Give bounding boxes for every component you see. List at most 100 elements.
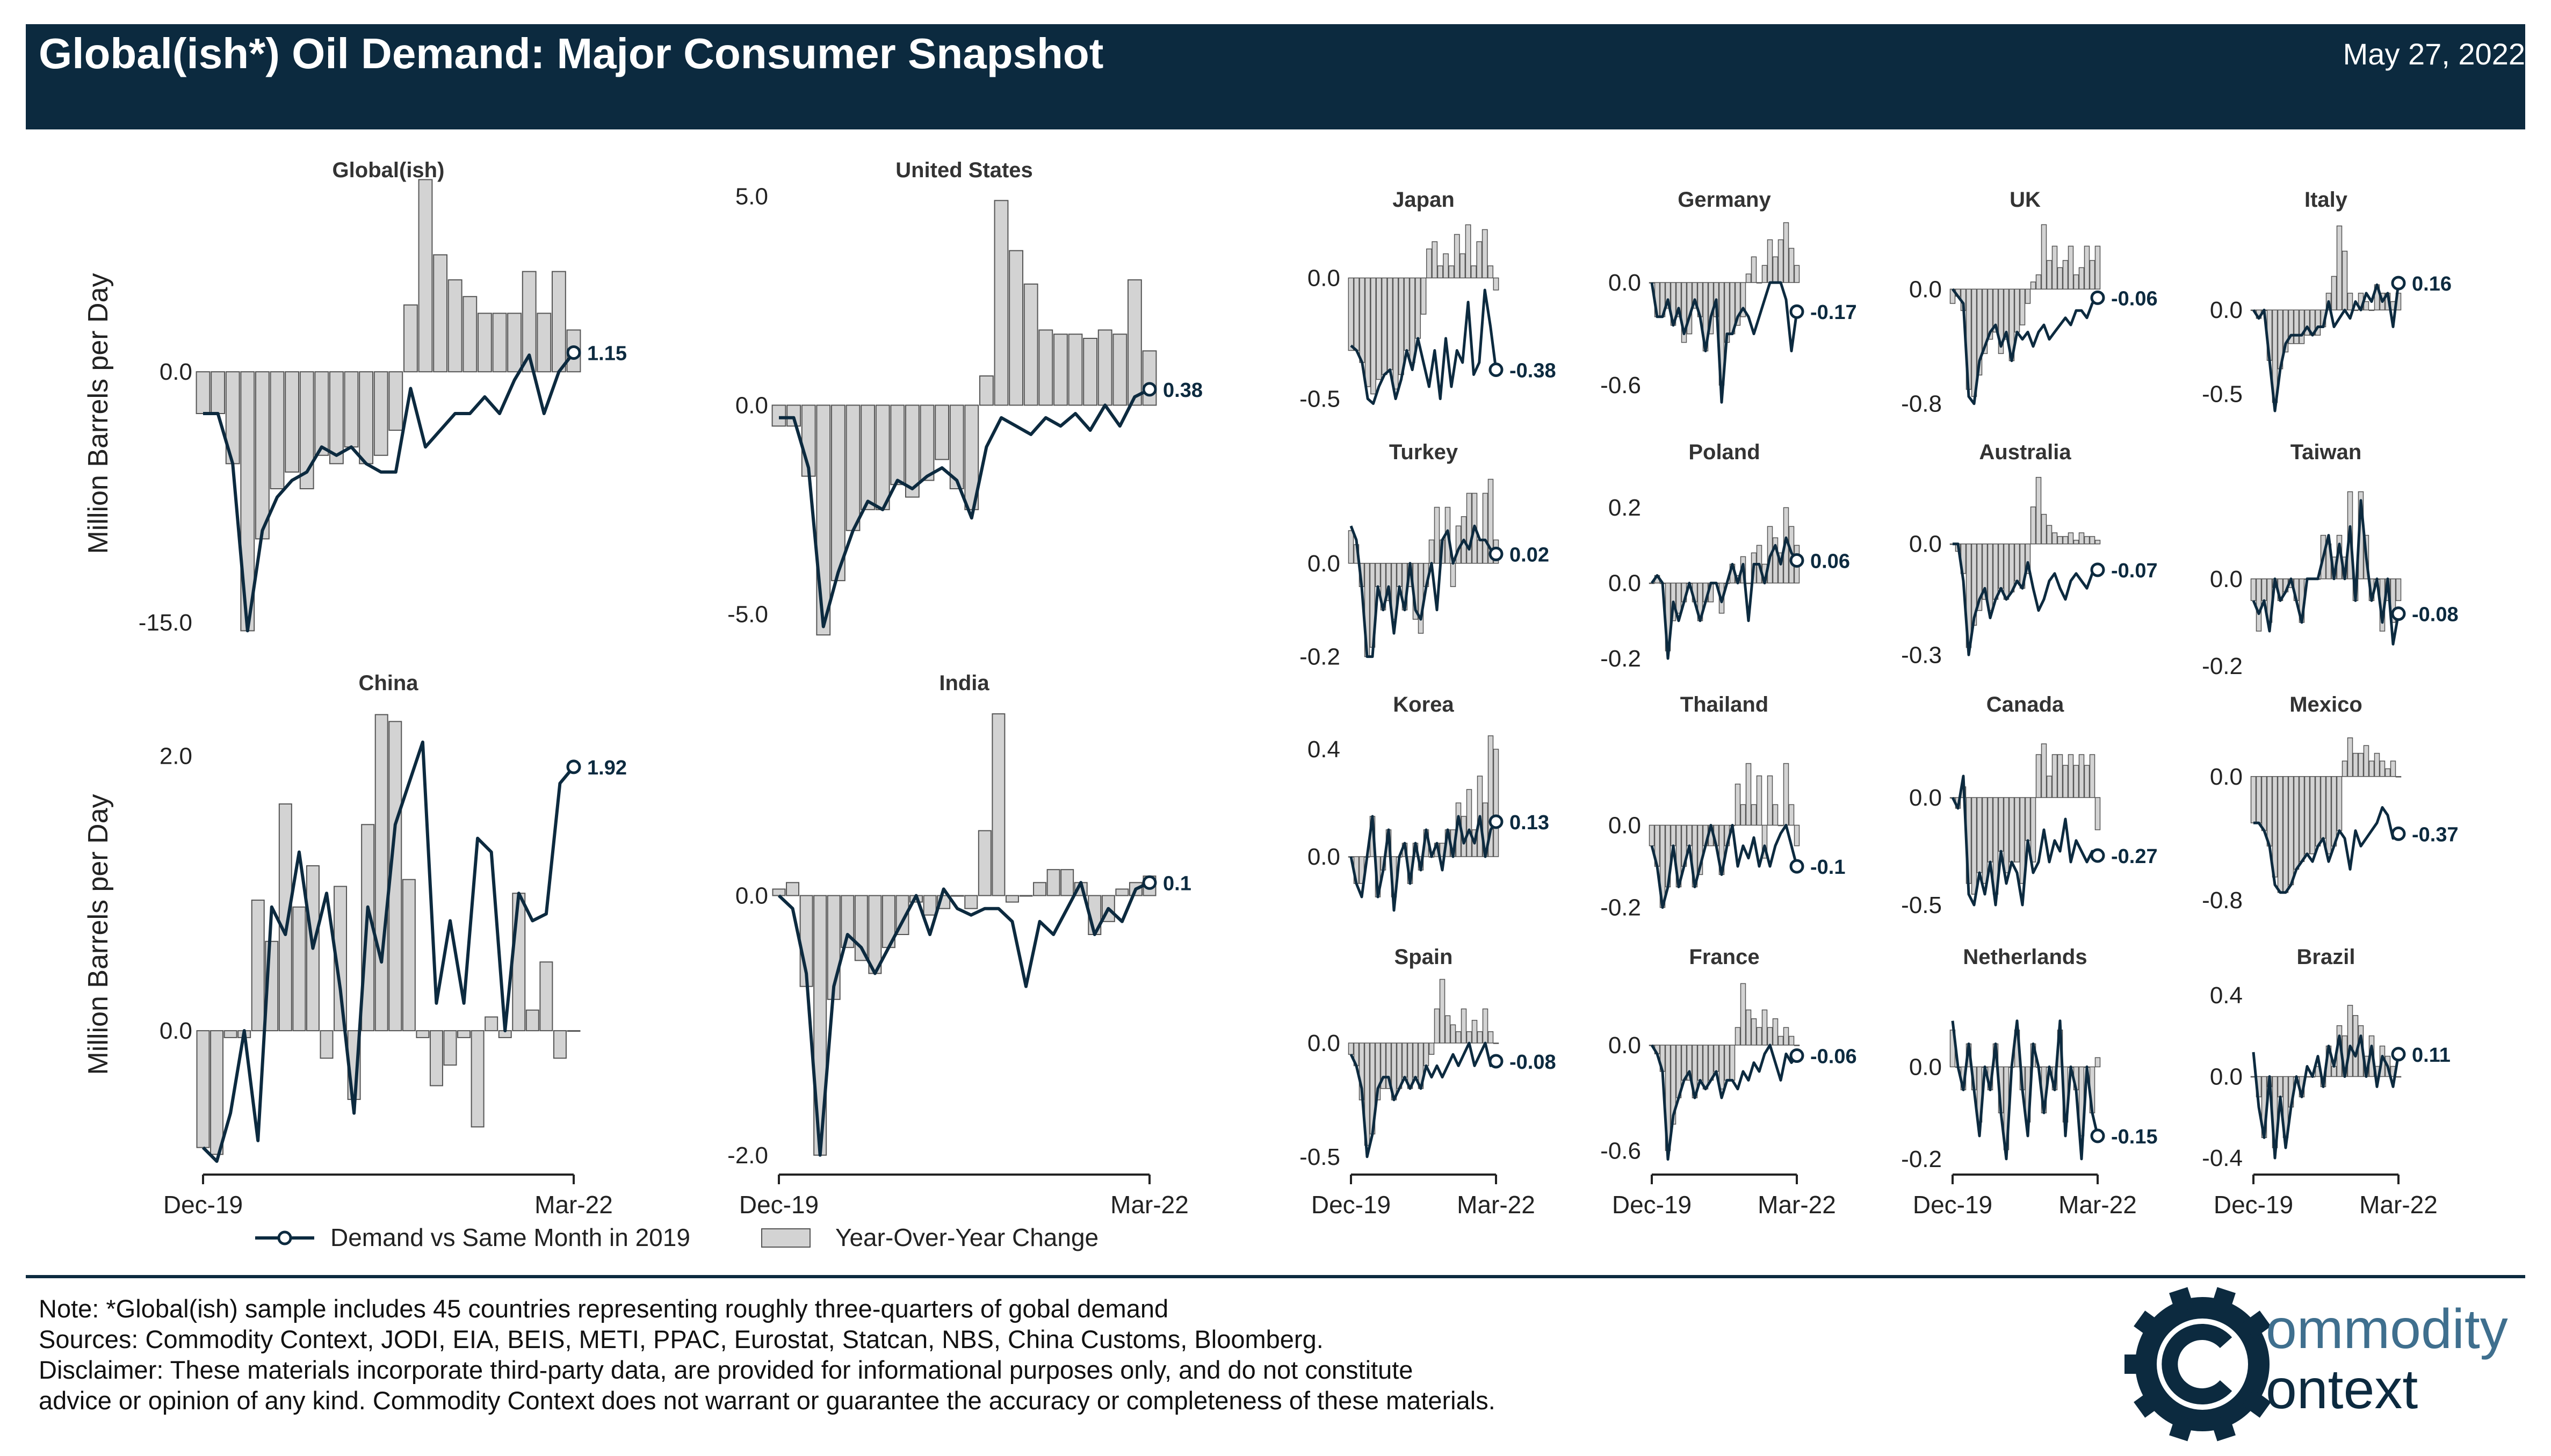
end-point-marker <box>1488 363 1504 377</box>
yoy-bar <box>2078 267 2085 290</box>
yoy-bar <box>1756 282 1762 284</box>
yoy-bar <box>1375 563 1381 588</box>
yoy-bar <box>1009 250 1024 406</box>
yoy-bar <box>1083 338 1098 406</box>
yoy-bar <box>1439 979 1446 1044</box>
chart-panel: UK -0.06 0.0 -0.8 <box>1901 188 2157 417</box>
yoy-bar <box>1751 256 1757 283</box>
end-point-marker <box>566 345 581 360</box>
yoy-bar <box>1987 797 1993 863</box>
yoy-bar <box>2368 760 2375 777</box>
chart-panel: Australia -0.07 0.0 -0.3 <box>1901 440 2157 668</box>
y-tick-label: 0.4 <box>2210 982 2243 1009</box>
footer-notes: Note: *Global(ish) sample includes 45 co… <box>39 1293 1495 1416</box>
y-tick-label: 0.0 <box>1307 265 1340 292</box>
yoy-bar <box>1443 253 1449 279</box>
yoy-bar <box>1466 1031 1472 1044</box>
yoy-bar <box>2057 536 2063 545</box>
yoy-bar <box>2342 760 2348 777</box>
yoy-bar <box>255 371 270 540</box>
demand-line <box>777 881 1151 1157</box>
yoy-bar <box>1477 539 1483 564</box>
logo-text-top: ommodity <box>2266 1298 2508 1360</box>
chart-title: Korea <box>1393 693 1454 716</box>
yoy-bar <box>2288 776 2294 886</box>
yoy-bar <box>1982 288 1988 354</box>
yoy-bar <box>1729 1045 1736 1081</box>
end-value-label: 1.15 <box>587 342 627 365</box>
y-tick-label: 0.0 <box>1608 570 1641 597</box>
yoy-bar <box>786 882 800 896</box>
yoy-bar <box>196 371 211 415</box>
y-tick-label: -15.0 <box>139 610 192 636</box>
yoy-bar <box>1364 277 1371 387</box>
yoy-bar <box>1097 329 1112 406</box>
yoy-bar <box>2352 752 2359 777</box>
y-tick-label: 0.0 <box>2210 1063 2243 1090</box>
yoy-bar <box>920 404 935 481</box>
page-title: Global(ish*) Oil Demand: Major Consumer … <box>39 30 1104 77</box>
yoy-bar <box>2078 532 2085 545</box>
x-tick-label-end: Mar-22 <box>1110 1191 1189 1219</box>
yoy-bar <box>1767 775 1773 826</box>
y-tick-label: -0.3 <box>1901 642 1942 668</box>
yoy-bar <box>1665 282 1671 309</box>
y-tick-label: 0.0 <box>160 1018 192 1044</box>
y-tick-label: -0.2 <box>1901 1146 1942 1172</box>
yoy-bar <box>285 371 300 473</box>
yoy-bar <box>2320 776 2326 839</box>
yoy-bar <box>1068 334 1083 406</box>
yoy-bar <box>1976 543 1983 611</box>
yoy-bar <box>1686 1045 1693 1081</box>
yoy-bar <box>320 1030 334 1059</box>
yoy-bar <box>2014 797 2020 863</box>
yoy-bar <box>1415 277 1421 339</box>
yoy-bar <box>2266 776 2273 847</box>
yoy-bar <box>1482 1008 1488 1044</box>
yoy-bar <box>2068 245 2074 290</box>
yoy-bar <box>1412 1042 1419 1078</box>
yoy-bar <box>2250 776 2257 823</box>
y-axis-label: Million Barrels per Day <box>83 794 114 1075</box>
yoy-bar <box>1385 563 1392 602</box>
y-tick-label: 0.0 <box>160 359 192 385</box>
end-value-label: 0.02 <box>1509 544 1549 566</box>
yoy-bar <box>416 1030 430 1038</box>
yoy-bar <box>512 893 526 1032</box>
yoy-bar <box>2019 288 2026 325</box>
demand-line <box>2252 282 2400 412</box>
chart-panel: Canada -0.27 0.0 -0.5 <box>1901 693 2157 918</box>
yoy-bar <box>1046 869 1060 896</box>
end-point-marker <box>1789 1048 1804 1063</box>
yoy-bar <box>2315 776 2321 847</box>
end-value-label: 0.11 <box>2412 1044 2451 1067</box>
yoy-bar <box>1023 283 1038 406</box>
yoy-bar <box>2051 754 2058 798</box>
yoy-bar <box>2256 578 2262 632</box>
end-point-marker <box>1789 553 1804 568</box>
yoy-bar <box>2084 245 2090 290</box>
yoy-bar <box>1392 277 1399 390</box>
chart-title: Netherlands <box>1963 945 2087 969</box>
yoy-bar <box>1385 1042 1392 1089</box>
yoy-bar <box>1777 239 1784 283</box>
yoy-bar <box>1493 749 1499 857</box>
chart-panel: Turkey 0.02 0.0 -0.2 <box>1299 440 1549 670</box>
chart-title: Germany <box>1678 188 1771 212</box>
end-point-marker <box>2090 1128 2105 1143</box>
yoy-bar <box>2363 301 2369 310</box>
yoy-bar <box>1735 784 1741 826</box>
yoy-bar <box>292 906 306 1032</box>
yoy-bar <box>485 1016 498 1032</box>
yoy-bar <box>1487 479 1494 564</box>
yoy-bar <box>1724 1045 1730 1081</box>
end-point-marker <box>1789 859 1804 874</box>
yoy-bar <box>1370 277 1376 395</box>
yoy-bar <box>2084 765 2090 798</box>
yoy-bar <box>1745 763 1752 826</box>
yoy-bar <box>2094 797 2101 830</box>
yoy-bar <box>1428 539 1435 564</box>
yoy-bar <box>2374 752 2380 777</box>
yoy-bar <box>1772 804 1779 826</box>
demand-line <box>1349 815 1498 912</box>
